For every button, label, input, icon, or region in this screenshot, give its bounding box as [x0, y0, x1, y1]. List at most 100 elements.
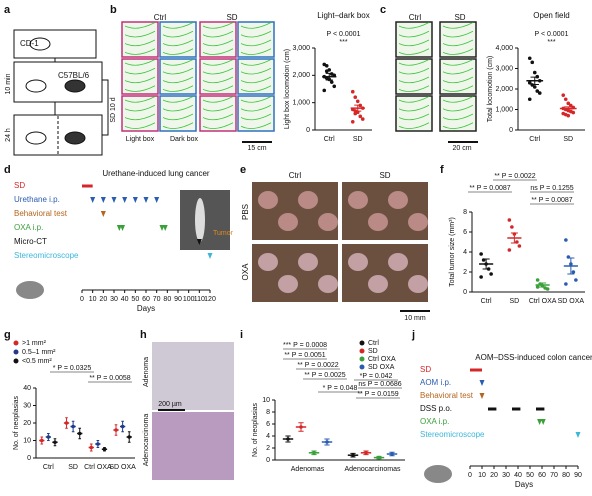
- decor: [442, 104, 474, 112]
- decor: [278, 275, 298, 293]
- x-tick-label: 0: [468, 472, 472, 479]
- decor: [318, 213, 338, 231]
- decor: [252, 244, 338, 302]
- decor: [442, 48, 474, 55]
- decor: [152, 412, 234, 480]
- decor: [442, 22, 474, 29]
- label: Ctrl: [154, 13, 167, 22]
- annotation: ** P = 0.0051: [284, 352, 325, 359]
- decor: [124, 113, 156, 121]
- legend-swatch: [359, 348, 365, 354]
- annotation: P < 0.0001: [327, 31, 361, 38]
- decor: [240, 59, 272, 66]
- y-tick-label: 3,000: [292, 45, 310, 52]
- dot: [510, 225, 514, 229]
- chart-title: Open field: [533, 11, 569, 20]
- x-tick-label: Ctrl: [324, 136, 335, 143]
- decor: [278, 213, 298, 231]
- axis-label: Days: [137, 304, 155, 313]
- dot: [355, 99, 360, 104]
- decor: [162, 30, 194, 38]
- label: Ctrl: [289, 171, 302, 180]
- y-tick-label: 1,000: [292, 100, 310, 107]
- decor: [25, 79, 47, 93]
- decor: [124, 104, 156, 112]
- error-bar: [354, 104, 362, 112]
- dot: [364, 451, 368, 455]
- event-marker: [162, 225, 168, 231]
- label: Light box: [126, 136, 155, 143]
- decor: [398, 113, 430, 121]
- x-tick-label: 110: [194, 296, 205, 303]
- x-tick-label: SD OXA: [109, 464, 136, 471]
- dot: [377, 455, 381, 460]
- dot: [46, 435, 51, 439]
- decor: [162, 22, 194, 29]
- event-marker: [122, 197, 128, 203]
- dot: [563, 97, 568, 102]
- dot: [535, 89, 540, 93]
- legend-label: >1 mm²: [22, 340, 47, 347]
- decor: [318, 275, 338, 293]
- dot: [537, 91, 542, 95]
- decor: [202, 22, 234, 29]
- decor: [162, 122, 194, 129]
- row-label: OXA i.p.: [14, 223, 43, 232]
- row-label: DSS p.o.: [420, 404, 452, 413]
- decor: [124, 76, 156, 84]
- dot: [324, 63, 329, 68]
- x-tick-label: 120: [204, 296, 216, 303]
- decor: [398, 122, 430, 129]
- decor: [442, 67, 474, 75]
- dot: [324, 69, 329, 74]
- event-marker: [479, 380, 485, 386]
- annotation: ns P = 0.1255: [530, 185, 573, 192]
- y-tick-label: 0: [306, 127, 310, 134]
- x-tick-label: SD OXA: [558, 298, 585, 305]
- event-marker: [479, 393, 485, 399]
- decor: [398, 59, 430, 66]
- event-marker: [159, 225, 165, 231]
- dot: [127, 435, 132, 439]
- x-tick-label: 80: [163, 296, 171, 303]
- panel-letter: d: [4, 164, 11, 176]
- label: 10 min: [5, 73, 12, 94]
- annotation: ** P = 0.0025: [304, 372, 345, 379]
- annotation: * P = 0.048: [323, 385, 358, 392]
- dot: [102, 447, 107, 452]
- x-tick-label: SD: [68, 464, 78, 471]
- decor: [388, 253, 408, 271]
- decor: [13, 61, 103, 103]
- axis-label: Days: [515, 480, 533, 489]
- decor: [398, 76, 430, 84]
- row-label: Stereomicroscope: [14, 251, 79, 260]
- decor: [398, 30, 430, 38]
- x-tick-label: 60: [142, 296, 150, 303]
- y-axis-label: Light box locomotion (cm): [284, 49, 291, 129]
- panel-letter: e: [240, 164, 246, 176]
- decor: [162, 48, 194, 55]
- decor: [240, 30, 272, 38]
- decor: [348, 253, 368, 271]
- decor: [442, 30, 474, 38]
- x-tick-label: 70: [550, 472, 558, 479]
- x-tick-label: SD: [353, 136, 363, 143]
- dot: [527, 97, 532, 102]
- y-tick-label: 30: [23, 402, 31, 409]
- y-tick-label: 0: [266, 457, 270, 464]
- event-marker: [154, 197, 160, 203]
- event-marker: [196, 239, 202, 245]
- y-tick-label: 3,000: [495, 65, 513, 72]
- dot: [571, 270, 576, 274]
- dot: [325, 440, 329, 444]
- decor: [342, 244, 428, 302]
- row-label: OXA i.p.: [420, 417, 449, 426]
- x-tick-label: 70: [153, 296, 161, 303]
- decor: [124, 85, 156, 92]
- decor: [162, 85, 194, 92]
- dot: [535, 278, 540, 282]
- x-tick-label: Adenocarcinomas: [344, 466, 401, 473]
- dot: [532, 85, 537, 89]
- dot: [517, 244, 522, 248]
- decor: [199, 95, 237, 132]
